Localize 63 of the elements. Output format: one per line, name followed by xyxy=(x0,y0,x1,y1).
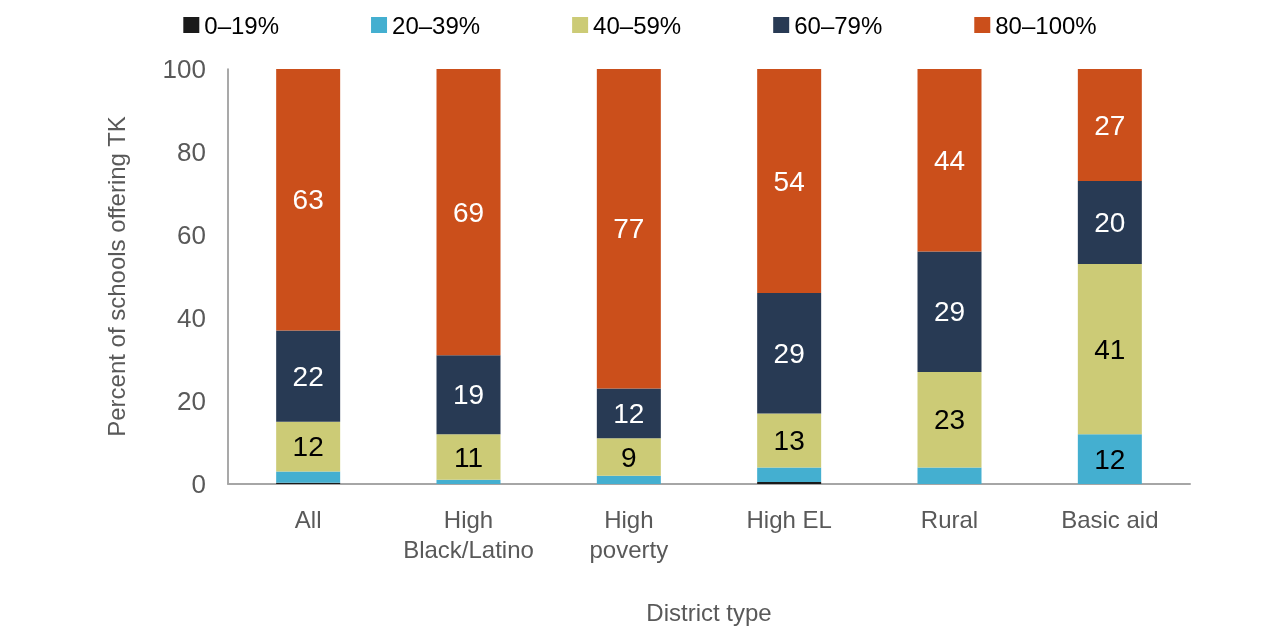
y-tick-label: 0 xyxy=(191,469,206,499)
x-tick-label: All xyxy=(294,505,322,533)
data-label: 23 xyxy=(933,404,966,436)
data-label: 22 xyxy=(292,360,324,392)
bar xyxy=(596,388,661,439)
x-tick-label: High Black/Latino xyxy=(403,505,534,563)
x-tick-label: High poverty xyxy=(589,505,669,563)
data-label: 9 xyxy=(621,441,637,473)
bar xyxy=(757,293,822,414)
y-axis-title: Percent of schools offering TK xyxy=(102,116,130,437)
data-label: 19 xyxy=(452,379,485,411)
bar xyxy=(917,69,982,252)
x-tick-label: High EL xyxy=(746,505,832,533)
bar xyxy=(1077,434,1142,484)
bar xyxy=(757,413,822,468)
legend-label: 20–39% xyxy=(392,11,481,39)
bar xyxy=(1077,69,1142,182)
data-label: 12 xyxy=(1094,443,1126,475)
bar xyxy=(436,434,501,480)
bar xyxy=(596,438,661,476)
y-tick-label: 40 xyxy=(177,303,206,333)
data-label: 13 xyxy=(773,424,805,456)
x-tick-label: Basic aid xyxy=(1061,505,1159,533)
y-tick-label: 60 xyxy=(177,220,206,250)
bar xyxy=(436,479,501,484)
bar xyxy=(1077,264,1142,435)
bar xyxy=(436,69,501,356)
bar xyxy=(596,69,661,389)
data-label: 20 xyxy=(1094,207,1126,239)
data-label: 54 xyxy=(773,165,805,197)
data-label: 77 xyxy=(613,213,645,245)
data-label: 41 xyxy=(1094,333,1126,365)
bar xyxy=(757,467,822,482)
legend-label: 80–100% xyxy=(995,11,1097,39)
data-label: 29 xyxy=(933,296,966,328)
data-label: 63 xyxy=(292,184,324,216)
y-tick-label: 20 xyxy=(177,386,206,416)
bar xyxy=(276,421,341,472)
data-label: 12 xyxy=(613,397,645,429)
bar xyxy=(596,475,661,484)
legend-label: 60–79% xyxy=(794,11,883,39)
data-label: 29 xyxy=(773,337,805,369)
bar xyxy=(276,471,341,483)
bar xyxy=(917,371,982,468)
bar xyxy=(917,251,982,372)
bar xyxy=(1077,181,1142,265)
bar xyxy=(276,330,341,422)
bar xyxy=(757,481,822,484)
bar xyxy=(917,467,982,484)
bar xyxy=(757,69,822,294)
bar xyxy=(436,355,501,435)
bar xyxy=(276,69,341,331)
x-axis-title: District type xyxy=(646,598,772,626)
legend-label: 40–59% xyxy=(593,11,682,39)
x-tick-label: Rural xyxy=(920,505,979,533)
data-label: 27 xyxy=(1094,109,1126,141)
y-tick-label: 80 xyxy=(177,137,206,167)
data-label: 69 xyxy=(452,196,485,228)
data-label: 44 xyxy=(933,144,966,176)
data-label: 12 xyxy=(292,431,324,463)
y-tick-label: 100 xyxy=(162,54,206,84)
legend-label: 0–19% xyxy=(204,11,280,39)
data-label: 11 xyxy=(453,441,484,473)
